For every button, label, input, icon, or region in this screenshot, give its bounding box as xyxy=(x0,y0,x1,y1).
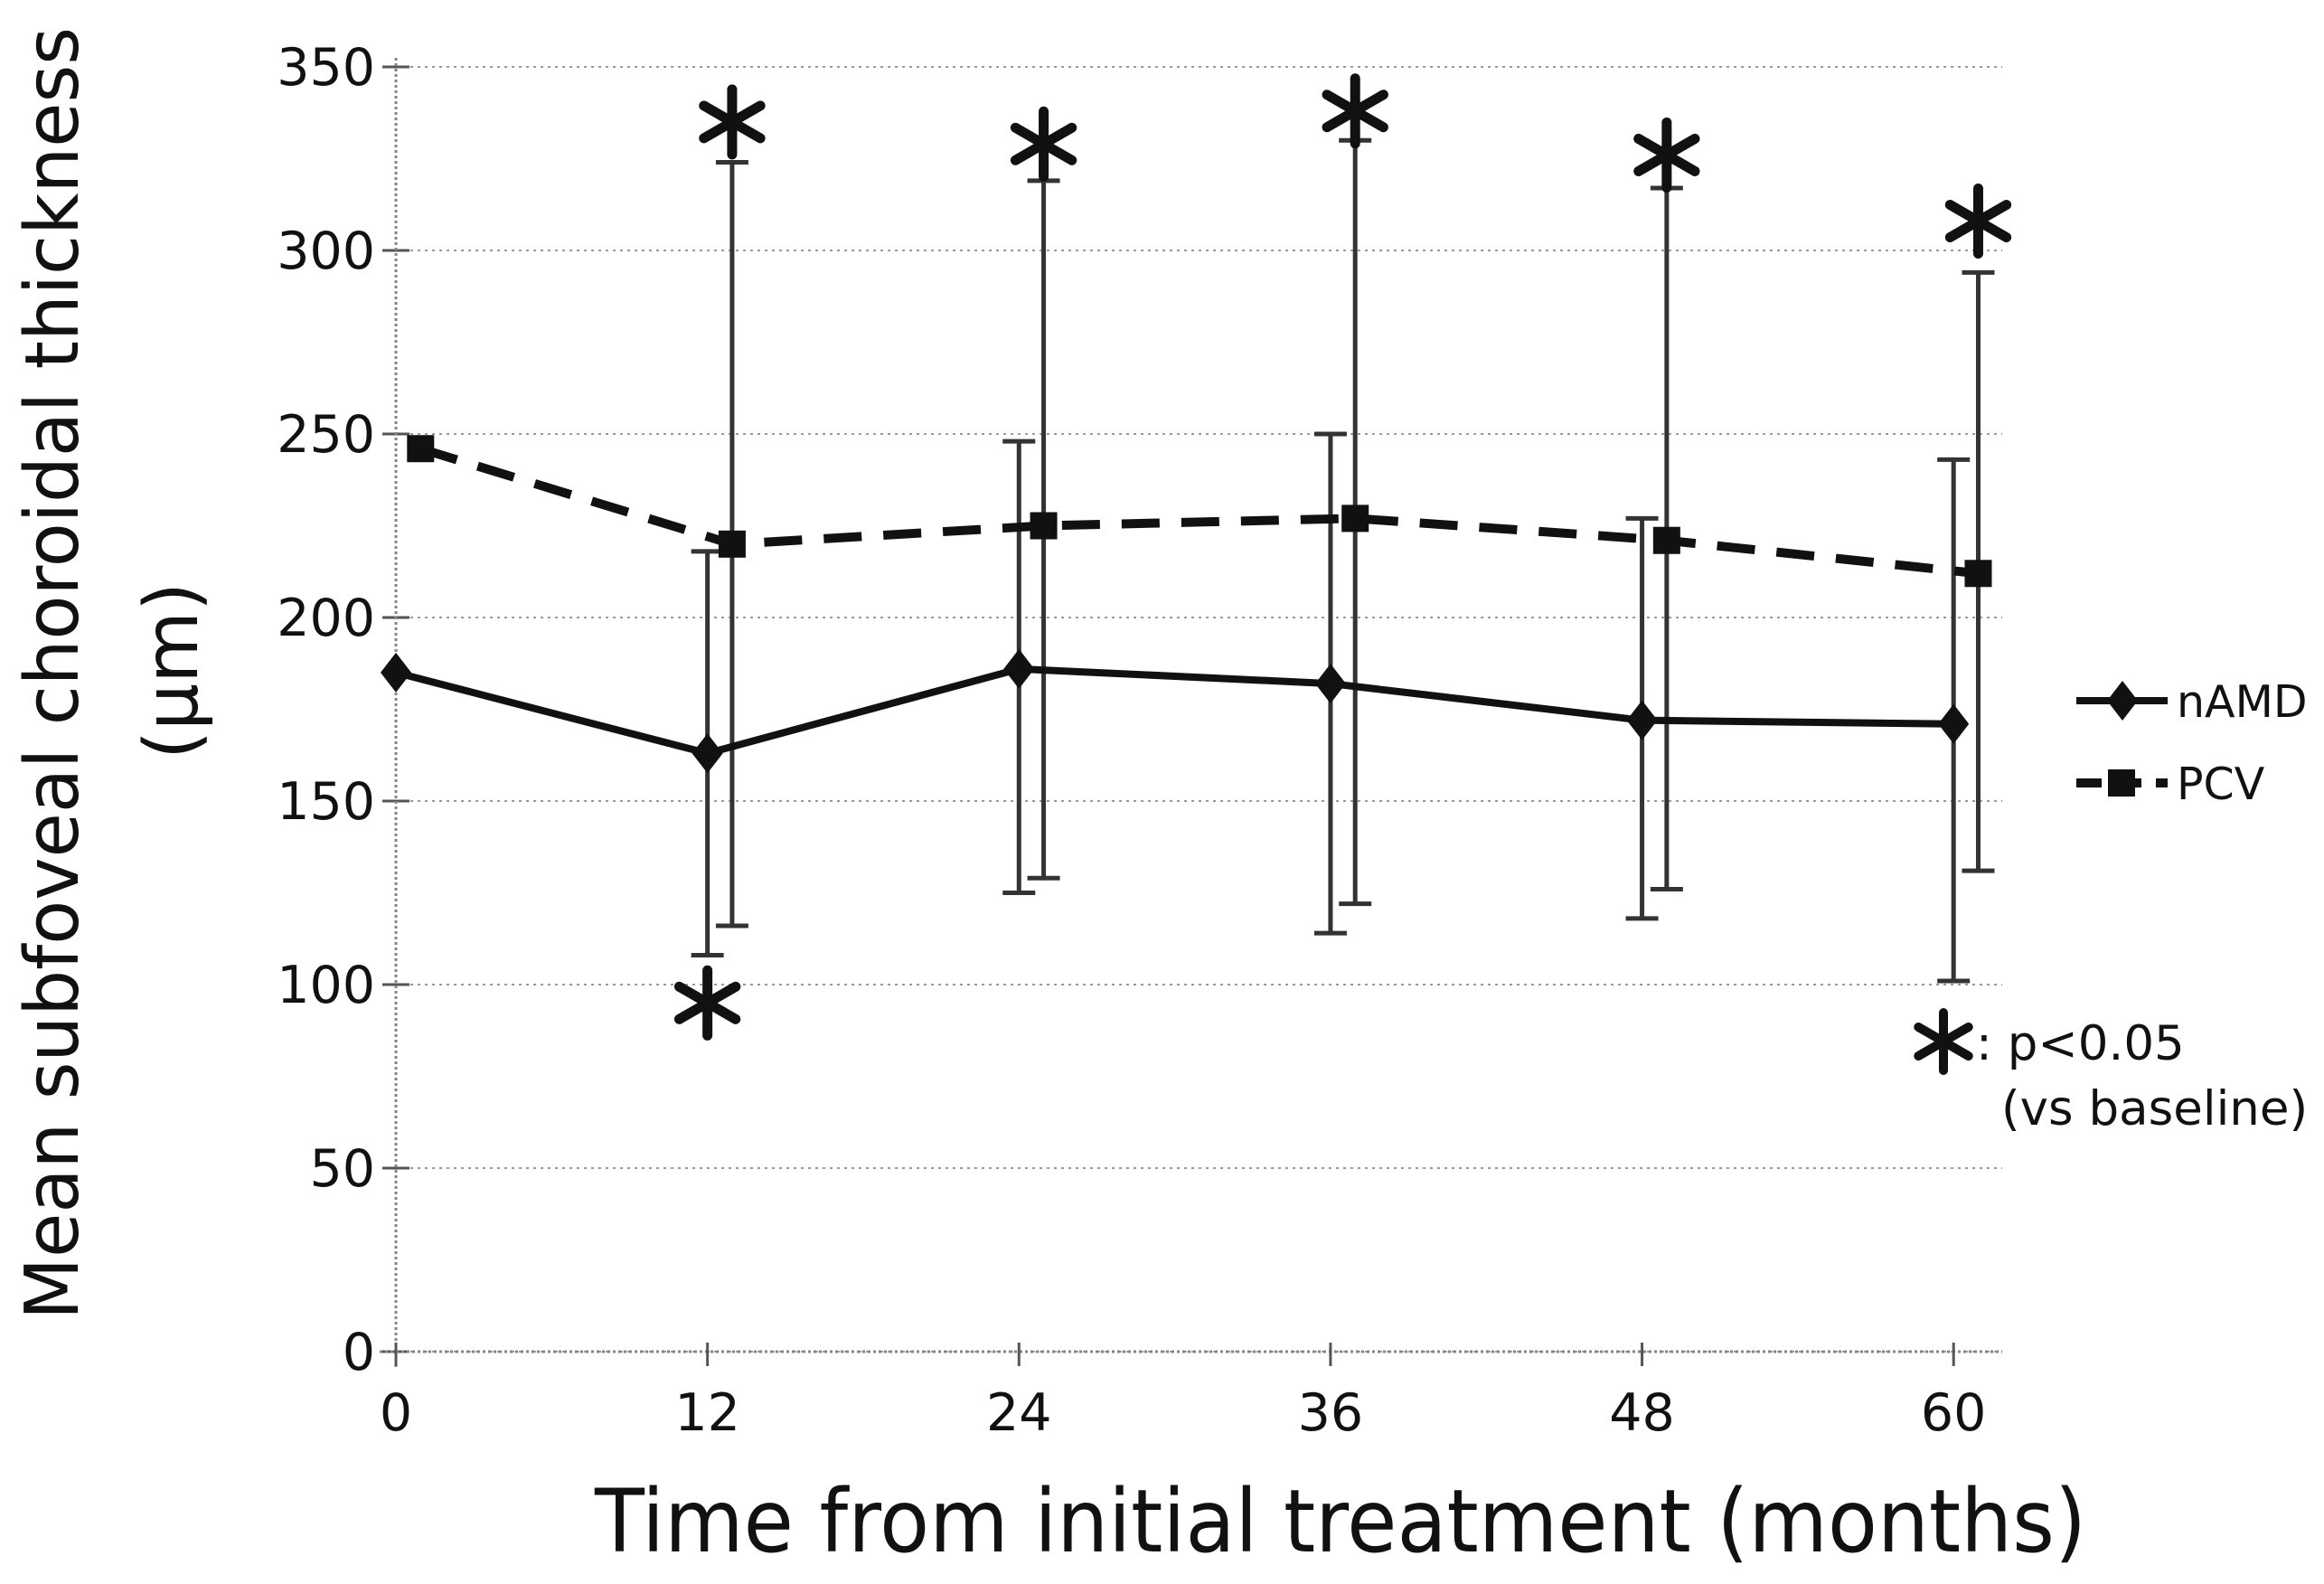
x-axis-title: Time from initial treatment (months) xyxy=(594,1471,2086,1572)
legend-namd-diamond-icon xyxy=(2107,681,2138,721)
series-PCV-marker-0 xyxy=(407,435,435,463)
y-axis-title: Mean subfoveal choroidal thickness xyxy=(10,27,96,1320)
sig-star-above-24 xyxy=(1010,122,1077,165)
series-PCV-marker-60 xyxy=(1964,560,1992,588)
series-PCV-marker-48 xyxy=(1652,526,1680,554)
x-tick-label-0: 0 xyxy=(380,1383,412,1443)
series-PCV-marker-36 xyxy=(1341,504,1369,533)
series-nAMD-line xyxy=(394,665,1954,758)
series-nAMD-marker-0 xyxy=(381,652,411,693)
y-tick-label-100: 100 xyxy=(277,956,375,1015)
legend: nAMD PCV xyxy=(2076,676,2308,810)
sig-star-above-48 xyxy=(1633,133,1700,176)
y-tick-label-150: 150 xyxy=(277,772,375,832)
significance-note-line1: : p<0.05 xyxy=(1976,1016,2185,1071)
y-tick-label-0: 0 xyxy=(343,1323,375,1382)
sig-star-below-12 xyxy=(673,981,741,1024)
chart-generated-layer: 0 50 100 150 200 250 300 350 0 12 24 36 48 60 xyxy=(277,38,2012,1443)
legend-pcv-square-icon xyxy=(2108,769,2135,797)
x-tick-label-60: 60 xyxy=(1921,1383,1987,1443)
series-nAMD-marker-12 xyxy=(692,733,723,774)
y-tick-label-350: 350 xyxy=(277,38,375,98)
significance-note-line2: (vs baseline) xyxy=(2001,1081,2308,1136)
legend-namd-label: nAMD xyxy=(2177,676,2308,728)
series-PCV-marker-24 xyxy=(1030,512,1058,540)
y-tick-label-300: 300 xyxy=(277,222,375,281)
legend-pcv-label: PCV xyxy=(2177,759,2265,810)
x-tick-label-24: 24 xyxy=(986,1383,1052,1443)
x-tick-label-12: 12 xyxy=(674,1383,740,1443)
series-nAMD-marker-48 xyxy=(1626,700,1658,740)
series-PCV-marker-12 xyxy=(718,530,746,558)
note-star-icon xyxy=(1914,1023,1973,1061)
y-axis-title-units: (μm) xyxy=(129,582,215,759)
y-tick-label-250: 250 xyxy=(277,405,375,465)
sig-star-above-12 xyxy=(699,100,766,144)
series-nAMD-marker-24 xyxy=(1003,648,1035,689)
y-tick-label-200: 200 xyxy=(277,589,375,648)
x-tick-label-48: 48 xyxy=(1609,1383,1675,1443)
series-nAMD-marker-60 xyxy=(1938,703,1970,744)
series-nAMD-marker-36 xyxy=(1314,664,1346,704)
x-tick-label-36: 36 xyxy=(1298,1383,1364,1443)
y-tick-label-50: 50 xyxy=(309,1139,375,1199)
significance-note: : p<0.05 (vs baseline) xyxy=(1976,1016,2308,1136)
sig-star-above-60 xyxy=(1944,200,2012,243)
sig-star-above-36 xyxy=(1322,90,1388,133)
series-PCV-line xyxy=(419,444,1980,579)
